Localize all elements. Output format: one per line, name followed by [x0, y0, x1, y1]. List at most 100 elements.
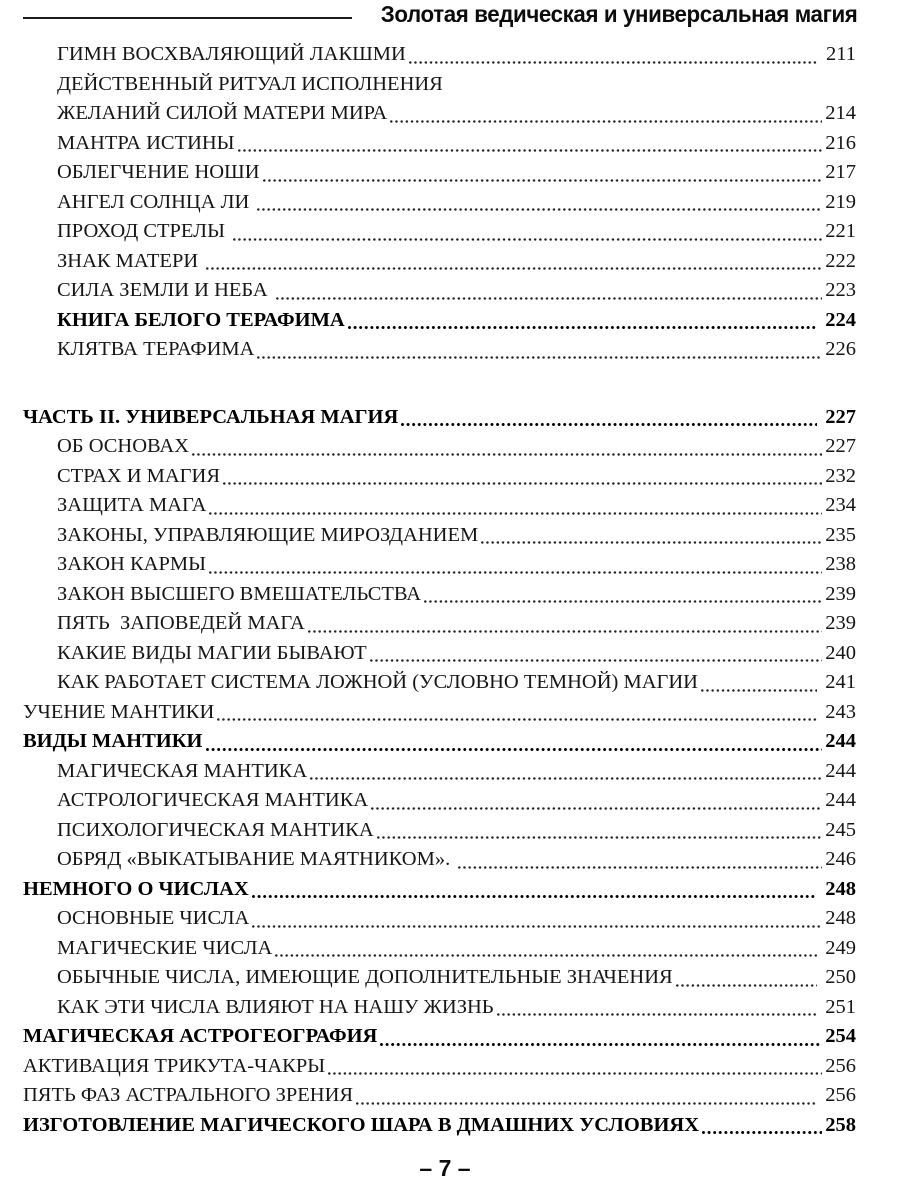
toc-entry: ЖЕЛАНИЙ СИЛОЙ МАТЕРИ МИРА 214 — [23, 99, 856, 129]
dot-leader — [256, 335, 823, 365]
toc-entry: АКТИВАЦИЯ ТРИКУТА-ЧАКРЫ 256 — [23, 1052, 856, 1082]
toc-entry-title: КНИГА БЕЛОГО ТЕРАФИМА — [57, 308, 345, 331]
toc-entry-title: ЖЕЛАНИЙ СИЛОЙ МАТЕРИ МИРА — [57, 102, 388, 124]
dot-leader — [457, 845, 823, 875]
toc-entry-page: 239 — [825, 612, 856, 634]
toc-entry-page: 248 — [820, 877, 856, 900]
dot-leader — [408, 40, 819, 70]
toc-entry: ПЯТЬ ФАЗ АСТРАЛЬНОГО ЗРЕНИЯ 256 — [23, 1081, 856, 1111]
toc-entry-page: 245 — [825, 818, 856, 841]
toc-entry-title: ДЕЙСТВЕННЫЙ РИТУАЛ ИСПОЛНЕНИЯ — [57, 72, 443, 95]
dot-leader — [376, 816, 824, 846]
toc-entry-page: 227 — [825, 435, 856, 457]
toc-entry: ИЗГОТОВЛЕНИЕ МАГИЧЕСКОГО ШАРА В ДМАШНИХ … — [23, 1111, 856, 1141]
toc-entry-page: 235 — [825, 523, 856, 546]
dot-leader — [379, 1022, 823, 1052]
toc-entry-title: ПСИХОЛОГИЧЕСКАЯ МАНТИКА — [57, 818, 374, 841]
toc-entry-title: ОСНОВНЫЕ ЧИСЛА — [57, 907, 250, 929]
toc-entry: КЛЯТВА ТЕРАФИМА 226 — [23, 335, 856, 365]
toc-entry: ЧАСТЬ II. УНИВЕРСАЛЬНАЯ МАГИЯ 227 — [23, 403, 856, 433]
toc-entry-title: ГИМН ВОСХВАЛЯЮЩИЙ ЛАКШМИ — [57, 43, 406, 65]
toc-entry: ЗАКОНЫ, УПРАВЛЯЮЩИЕ МИРОЗДАНИЕМ 235 — [23, 521, 856, 551]
toc-entry-title: КАК ЭТИ ЧИСЛА ВЛИЯЮТ НА НАШУ ЖИЗНЬ — [57, 995, 494, 1018]
dot-leader — [355, 1081, 818, 1111]
dot-leader — [274, 934, 818, 964]
toc-entry-page: 249 — [820, 936, 856, 959]
toc-entry-page: 250 — [820, 966, 856, 988]
toc-entry-title: МАГИЧЕСКИЕ ЧИСЛА — [57, 936, 273, 959]
toc-entry-title: СТРАХ И МАГИЯ — [57, 464, 220, 487]
toc-entry: МАГИЧЕСКАЯ МАНТИКА 244 — [23, 757, 856, 787]
toc-entry-title: ОБЛЕГЧЕНИЕ НОШИ — [57, 161, 260, 183]
dot-leader — [347, 306, 818, 336]
dot-leader — [445, 70, 854, 100]
toc-entry-title: ОБЫЧНЫЕ ЧИСЛА, ИМЕЮЩИЕ ДОПОЛНИТЕЛЬНЫЕ ЗН… — [57, 966, 673, 988]
dot-leader — [237, 129, 824, 159]
running-title: Золотая ведическая и универсальная магия — [380, 1, 857, 27]
dot-leader — [222, 462, 823, 492]
toc-entry-page: 258 — [825, 1113, 856, 1136]
toc-entry-title: АСТРОЛОГИЧЕСКАЯ МАНТИКА — [57, 789, 369, 811]
toc-entry-page: 256 — [825, 1054, 856, 1077]
toc-entry-page: 226 — [825, 338, 856, 360]
toc-entry-title: КАКИЕ ВИДЫ МАГИИ БЫВАЮТ — [57, 641, 367, 664]
toc-entry: МАГИЧЕСКИЕ ЧИСЛА 249 — [23, 934, 856, 964]
toc-entry: АСТРОЛОГИЧЕСКАЯ МАНТИКА 244 — [23, 786, 856, 816]
dot-leader — [675, 963, 818, 993]
toc-entry-title: ЧАСТЬ II. УНИВЕРСАЛЬНАЯ МАГИЯ — [23, 405, 399, 428]
toc-entry-page: 221 — [825, 220, 856, 242]
dot-leader — [251, 875, 818, 905]
toc-entry-page: 251 — [820, 995, 856, 1018]
page-number: – 7 – — [419, 1155, 471, 1181]
dot-leader — [205, 727, 824, 757]
toc-entry: ОБЫЧНЫЕ ЧИСЛА, ИМЕЮЩИЕ ДОПОЛНИТЕЛЬНЫЕ ЗН… — [23, 963, 856, 993]
dot-leader — [307, 609, 823, 639]
toc-entry-title: ПЯТЬ ЗАПОВЕДЕЙ МАГА — [57, 612, 305, 634]
dot-leader — [496, 993, 819, 1023]
toc-entry-title: ЗНАК МАТЕРИ — [57, 249, 204, 272]
toc-entry: УЧЕНИЕ МАНТИКИ 243 — [23, 698, 856, 728]
toc-entry-page: 217 — [825, 161, 856, 183]
toc-entry-title: НЕМНОГО О ЧИСЛАХ — [23, 877, 249, 900]
toc-entry-page: 254 — [825, 1025, 856, 1047]
toc-entry-page: 240 — [825, 641, 856, 664]
dot-leader — [191, 432, 823, 462]
toc-entry-title: ПРОХОД СТРЕЛЫ — [57, 220, 231, 242]
toc-entry: ПЯТЬ ЗАПОВЕДЕЙ МАГА 239 — [23, 609, 856, 639]
dot-leader — [232, 217, 823, 247]
toc-entry: СИЛА ЗЕМЛИ И НЕБА 223 — [23, 276, 856, 306]
dot-leader — [423, 580, 823, 610]
toc-entry-title: ЗАКОНЫ, УПРАВЛЯЮЩИЕ МИРОЗДАНИЕМ — [57, 523, 479, 546]
toc-entry: АНГЕЛ СОЛНЦА ЛИ 219 — [23, 188, 856, 218]
dot-leader — [256, 188, 823, 218]
dot-leader — [208, 550, 823, 580]
toc-entry: СТРАХ И МАГИЯ 232 — [23, 462, 856, 492]
toc-entry-page: 244 — [825, 789, 856, 811]
toc-entry: ОБРЯД «ВЫКАТЫВАНИЕ МАЯТНИКОМ». 246 — [23, 845, 856, 875]
dot-leader — [216, 698, 818, 728]
toc-entry-title: ИЗГОТОВЛЕНИЕ МАГИЧЕСКОГО ШАРА В ДМАШНИХ … — [23, 1113, 700, 1136]
toc-entry-page: 227 — [820, 405, 856, 428]
toc-entry-page: 234 — [825, 494, 856, 516]
toc-entry-page: 211 — [820, 43, 856, 65]
toc-entry-page: 232 — [825, 464, 856, 487]
dot-leader — [275, 276, 823, 306]
toc-entry-page: 241 — [820, 671, 856, 693]
toc-entry-title: ЗАЩИТА МАГА — [57, 494, 207, 516]
toc-entry-page: 224 — [820, 308, 856, 331]
toc-entry: ДЕЙСТВЕННЫЙ РИТУАЛ ИСПОЛНЕНИЯ — [23, 70, 856, 100]
toc-entry-title: МАГИЧЕСКАЯ АСТРОГЕОГРАФИЯ — [23, 1025, 378, 1047]
dot-leader — [370, 786, 823, 816]
toc-entry-title: МАГИЧЕСКАЯ МАНТИКА — [57, 759, 308, 782]
dot-leader — [309, 757, 823, 787]
toc-entry-title: СИЛА ЗЕМЛИ И НЕБА — [57, 279, 273, 301]
dot-leader — [205, 247, 823, 277]
toc-entry: ПСИХОЛОГИЧЕСКАЯ МАНТИКА 245 — [23, 816, 856, 846]
toc-entry-title: АКТИВАЦИЯ ТРИКУТА-ЧАКРЫ — [23, 1054, 326, 1077]
toc-entry-title: ПЯТЬ ФАЗ АСТРАЛЬНОГО ЗРЕНИЯ — [23, 1084, 354, 1106]
toc-entry-page: 216 — [825, 131, 856, 154]
dot-leader — [327, 1052, 823, 1082]
toc-entry: ЗАКОН КАРМЫ 238 — [23, 550, 856, 580]
toc-entry-title: АНГЕЛ СОЛНЦА ЛИ — [57, 190, 255, 213]
toc-entry: ВИДЫ МАНТИКИ 244 — [23, 727, 856, 757]
